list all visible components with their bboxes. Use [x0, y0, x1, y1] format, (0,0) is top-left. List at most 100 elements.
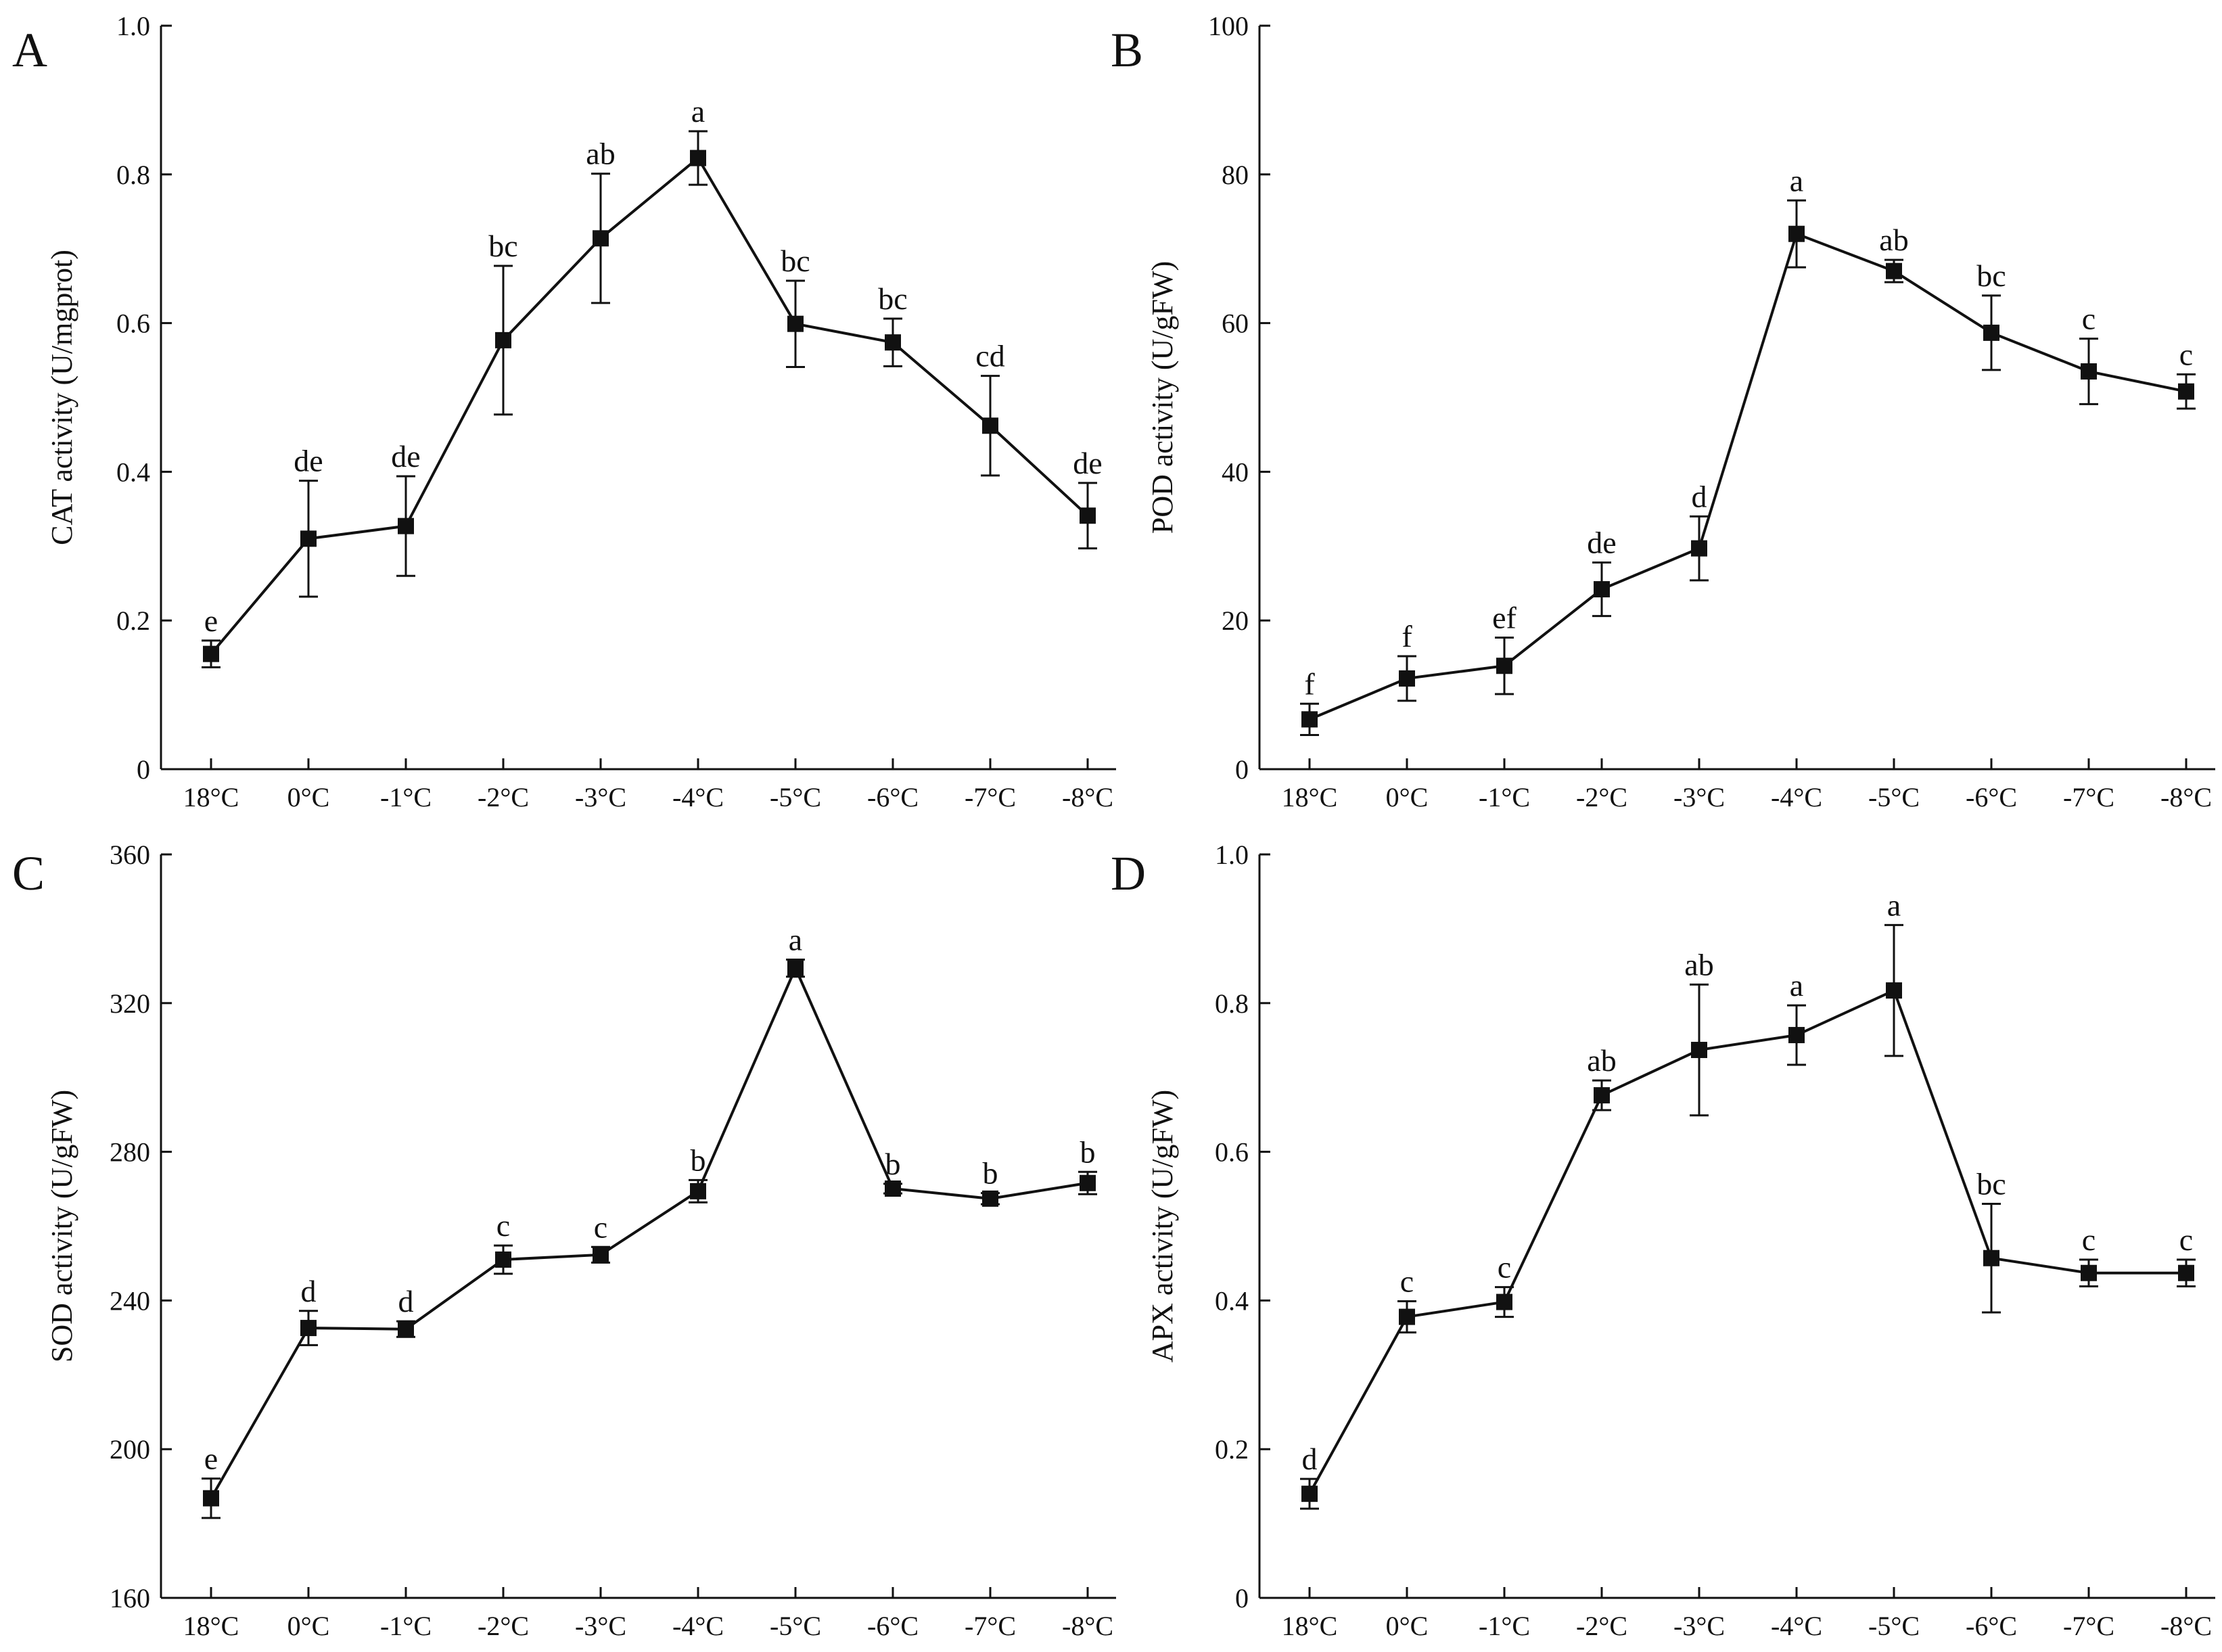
panel-d-xtick-label: -4°C: [1771, 1611, 1822, 1641]
panel-a-point: [982, 417, 998, 434]
panel-c-sig-label: c: [594, 1210, 607, 1244]
panel-a-sig-label: cd: [975, 339, 1004, 373]
panel-c-xtick-label: -6°C: [867, 1611, 919, 1641]
panel-d-sig-label: ab: [1684, 947, 1713, 982]
panel-d-xtick-label: -6°C: [1966, 1611, 2017, 1641]
panel-d-point: [1983, 1249, 1999, 1266]
panel-d-xtick-label: -8°C: [2160, 1611, 2212, 1641]
panel-b-sig-label: bc: [1976, 258, 2006, 293]
panel-d-sig-label: c: [1400, 1264, 1414, 1298]
panel-b-sig-label: a: [1790, 163, 1803, 198]
panel-c-ylabel: SOD activity (U/gFW): [45, 1090, 78, 1362]
panel-c-point: [300, 1320, 317, 1337]
panel-a-ylabel: CAT activity (U/mgprot): [45, 250, 78, 545]
panel-d-ytick-label: 0.6: [1215, 1137, 1249, 1168]
panel-a-ytick-label: 0.6: [116, 308, 150, 339]
panel-c-letter: C: [12, 846, 45, 900]
panel-b-xtick-label: 18°C: [1282, 782, 1338, 812]
panel-a-point: [300, 530, 317, 547]
panel-b-sig-label: ab: [1879, 223, 1908, 257]
panel-d-series-line: [1308, 988, 2186, 1495]
panel-a-sig-label: bc: [878, 281, 907, 316]
panel-a-sig-label: bc: [781, 244, 810, 278]
panel-d-point: [2178, 1264, 2194, 1281]
panel-b-point: [1886, 262, 1902, 279]
panel-a-xtick-label: -5°C: [770, 782, 821, 812]
panel-a: A 0 0.2 0.4 0.6 0.8 1.0 CAT activity (U/mgprot)…: [12, 11, 1116, 812]
panel-c-xtick-label: -8°C: [1062, 1611, 1113, 1641]
panel-c-point: [787, 960, 804, 977]
panel-d-ylabel: APX activity (U/gFW): [1146, 1090, 1179, 1362]
panel-b-letter: B: [1111, 23, 1143, 77]
panel-b-point: [1594, 581, 1610, 598]
panel-a-xtick-label: -1°C: [380, 782, 432, 812]
panel-c-xtick-label: 0°C: [287, 1611, 330, 1641]
panel-d: D 0 0.2 0.4 0.6 0.8 1.0 APX activity (U/gFW) 18°…: [1111, 840, 2215, 1641]
panel-d-ytick-label: 0.2: [1215, 1434, 1249, 1465]
panel-c-xtick-label: -4°C: [672, 1611, 724, 1641]
panel-c-sig-label: a: [789, 923, 802, 957]
panel-d-ytick-label: 0.8: [1215, 988, 1249, 1019]
panel-c-xtick-label: -5°C: [770, 1611, 821, 1641]
panel-b-ytick-label: 100: [1208, 11, 1249, 41]
panel-d-xtick-label: -1°C: [1479, 1611, 1530, 1641]
panel-c-sig-label: b: [1080, 1134, 1096, 1169]
panel-c-series-line: [210, 965, 1088, 1499]
panel-d-xtick-label: 18°C: [1282, 1611, 1338, 1641]
panel-c-point: [593, 1246, 609, 1263]
panel-d-xtick-label: -5°C: [1868, 1611, 1920, 1641]
panel-d-point: [1496, 1293, 1512, 1310]
panel-a-xtick-label: 0°C: [287, 782, 330, 812]
panel-a-sig-label: de: [294, 444, 323, 478]
panel-a-xtick-label: -6°C: [867, 782, 919, 812]
panel-d-sig-label: c: [2082, 1222, 2096, 1257]
panel-c-xtick-label: -3°C: [575, 1611, 626, 1641]
panel-b-xtick-label: -4°C: [1771, 782, 1822, 812]
panel-d-point: [1301, 1486, 1318, 1502]
panel-c-xtick-label: -1°C: [380, 1611, 432, 1641]
panel-c-sig-label: e: [204, 1442, 218, 1476]
panel-a-xtick-label: -3°C: [575, 782, 626, 812]
panel-b-sig-label: c: [2082, 302, 2096, 336]
panel-d-sig-label: bc: [1976, 1167, 2006, 1201]
panel-d-xtick-label: -7°C: [2063, 1611, 2114, 1641]
panel-b-xtick-label: -3°C: [1673, 782, 1725, 812]
panel-c-xtick-label: -2°C: [478, 1611, 529, 1641]
panel-a-series-line: [210, 156, 1089, 655]
panel-d-sig-label: a: [1790, 968, 1803, 1003]
panel-d-sig-label: c: [1498, 1250, 1511, 1285]
panel-b-sig-label: de: [1587, 525, 1616, 559]
panel-d-point: [1691, 1042, 1707, 1059]
panel-c-point: [690, 1183, 706, 1199]
panel-a-sig-label: ab: [586, 137, 615, 171]
panel-b-ylabel: POD activity (U/gFW): [1146, 261, 1179, 534]
panel-b-point: [1496, 658, 1512, 674]
panel-a-sig-label: de: [1073, 446, 1102, 480]
panel-b-point: [1301, 711, 1318, 728]
panel-c-ytick-label: 320: [110, 988, 150, 1019]
panel-a-point: [1080, 507, 1096, 524]
panel-b: B 0 20 40 60 80 100 POD activity (U/gFW) 18°C 0°C…: [1111, 11, 2215, 812]
panel-b-ytick-label: 80: [1222, 160, 1249, 190]
panel-c-point: [982, 1190, 998, 1207]
panel-b-xtick-label: -2°C: [1576, 782, 1627, 812]
panel-a-xtick-label: -4°C: [672, 782, 724, 812]
panel-d-sig-label: a: [1887, 888, 1901, 922]
panel-c-point: [495, 1251, 511, 1268]
panel-c-sig-label: b: [983, 1156, 998, 1191]
panel-c-point: [885, 1180, 901, 1197]
panel-a-point: [593, 230, 609, 247]
panel-c-sig-label: d: [301, 1274, 317, 1308]
panel-c-xtick-label: 18°C: [183, 1611, 239, 1641]
panel-b-xtick-label: -5°C: [1868, 782, 1920, 812]
panel-b-sig-label: ef: [1492, 600, 1517, 635]
panel-b-series-line: [1309, 232, 2187, 721]
panel-b-point: [1399, 670, 1415, 687]
panel-c-ytick-label: 200: [110, 1434, 150, 1465]
panel-a-point: [690, 150, 706, 166]
panel-d-sig-label: c: [2179, 1222, 2193, 1257]
panel-a-point: [398, 518, 414, 534]
panel-a-point: [495, 331, 511, 348]
panel-c-sig-label: d: [398, 1284, 414, 1318]
panel-a-sig-label: e: [204, 603, 218, 638]
